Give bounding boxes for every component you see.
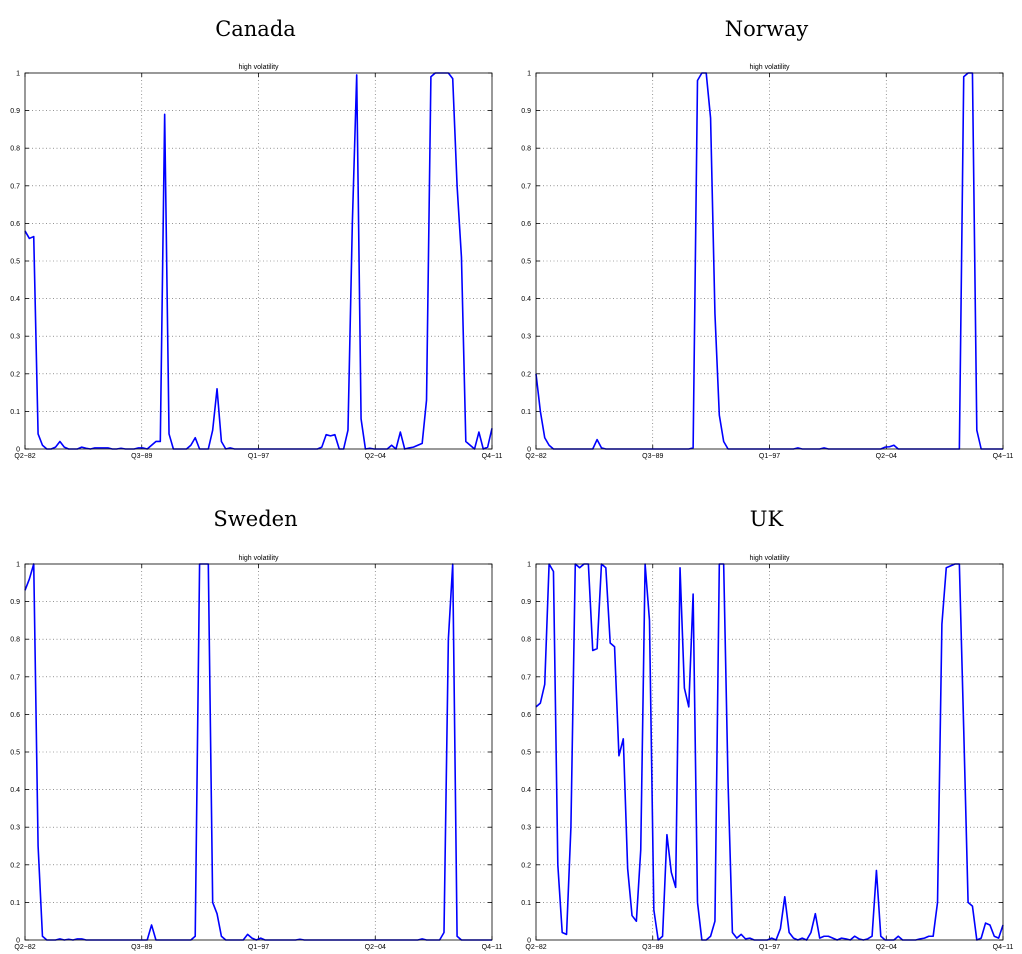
x-tick-label: Q2−82 [14,944,35,951]
chart-panel-sweden: Sweden high volatility 0 0.1 0.2 0.3 0.4 0.5 0.… [0,477,511,954]
y-tick-label: 0.7 [10,183,20,190]
panel-title: UK [749,507,784,531]
y-tick-label: 0.3 [10,334,20,341]
panel-title: Sweden [213,507,298,531]
y-tick-label: 0.4 [521,787,531,794]
x-tick-label: Q1−97 [248,453,269,460]
y-tick-label: 0.1 [10,900,20,907]
x-tick-label: Q3−89 [642,944,663,951]
y-tick-label: 0.1 [521,409,531,416]
chart-subtitle: high volatility [238,64,279,71]
panel-title: Norway [724,17,809,41]
y-tick-label: 0.6 [521,712,531,719]
y-tick-label: 0.5 [521,259,531,266]
y-tick-label: 0.2 [10,862,20,869]
plot-frame [535,72,1004,450]
x-tick-label: Q2−04 [876,944,897,951]
chart-subtitle: high volatility [749,64,790,71]
x-tick-label: Q4−11 [482,453,503,460]
plot-frame [24,563,493,941]
x-tick-label: Q2−82 [14,453,35,460]
y-tick-label: 0 [527,938,531,945]
x-tick-label: Q2−04 [365,453,386,460]
x-tick-label: Q4−11 [993,453,1014,460]
y-tick-label: 0.4 [10,787,20,794]
y-tick-label: 0.9 [10,108,20,115]
y-tick-label: 0.1 [10,409,20,416]
y-tick-label: 1 [527,562,531,569]
y-tick-label: 0.7 [10,674,20,681]
y-tick-label: 0.7 [521,674,531,681]
y-tick-label: 0.6 [521,221,531,228]
chart-svg: high volatility 0 0.1 0.2 0.3 0.4 0.5 0.6 0.7 0.8… [521,64,1014,460]
chart-panel-norway: Norway high volatility 0 0.1 0.2 0.3 0.4 0.5 0.… [511,0,1022,477]
y-tick-label: 0.9 [10,599,20,606]
chart-panel-uk: UK high volatility 0 0.1 0.2 0.3 0.4 0.5 0.6 0.7… [511,477,1022,954]
y-tick-label: 0.6 [10,221,20,228]
y-tick-label: 0.3 [10,825,20,832]
x-tick-label: Q3−89 [131,944,152,951]
x-tick-label: Q1−97 [248,944,269,951]
y-tick-label: 0.8 [521,637,531,644]
y-tick-label: 0.8 [521,146,531,153]
y-tick-label: 0.3 [521,825,531,832]
chart-subtitle: high volatility [238,555,279,562]
chart-panel-canada: Canada high volatility 0 0.1 0.2 0.3 0.4 0.5 0.… [0,0,511,477]
x-tick-label: Q1−97 [759,453,780,460]
y-tick-label: 1 [527,71,531,78]
y-tick-label: 0.5 [521,750,531,757]
y-tick-label: 0.2 [10,371,20,378]
x-tick-label: Q2−04 [365,944,386,951]
series-line [535,563,1004,941]
chart-svg: high volatility 0 0.1 0.2 0.3 0.4 0.5 0.6 0.7 0.8… [521,555,1014,951]
y-tick-label: 0.5 [10,750,20,757]
y-tick-label: 0.8 [10,637,20,644]
y-tick-label: 0.6 [10,712,20,719]
y-tick-label: 0.4 [10,296,20,303]
y-tick-label: 0 [527,447,531,454]
y-tick-label: 0 [16,938,20,945]
x-tick-label: Q4−11 [482,944,503,951]
y-tick-label: 0.1 [521,900,531,907]
x-tick-label: Q3−89 [642,453,663,460]
chart-subtitle: high volatility [749,555,790,562]
y-tick-label: 0.4 [521,296,531,303]
y-tick-label: 0.2 [521,862,531,869]
x-tick-label: Q2−82 [525,453,546,460]
y-tick-label: 0.9 [521,108,531,115]
x-tick-label: Q3−89 [131,453,152,460]
x-tick-label: Q4−11 [993,944,1014,951]
y-tick-label: 1 [16,71,20,78]
chart-svg: high volatility 0 0.1 0.2 0.3 0.4 0.5 0.6 0.7 0.8… [10,555,503,951]
y-tick-label: 0.9 [521,599,531,606]
plot-frame [535,563,1004,941]
panel-title: Canada [215,17,296,41]
plot-frame [24,72,493,450]
x-tick-label: Q2−04 [876,453,897,460]
x-tick-label: Q2−82 [525,944,546,951]
y-tick-label: 0.5 [10,259,20,266]
y-tick-label: 1 [16,562,20,569]
y-tick-label: 0.2 [521,371,531,378]
y-tick-label: 0.7 [521,183,531,190]
y-tick-label: 0.3 [521,334,531,341]
y-tick-label: 0.8 [10,146,20,153]
x-tick-label: Q1−97 [759,944,780,951]
y-tick-label: 0 [16,447,20,454]
chart-svg: high volatility 0 0.1 0.2 0.3 0.4 0.5 0.6 0.7 0.8… [10,64,503,460]
